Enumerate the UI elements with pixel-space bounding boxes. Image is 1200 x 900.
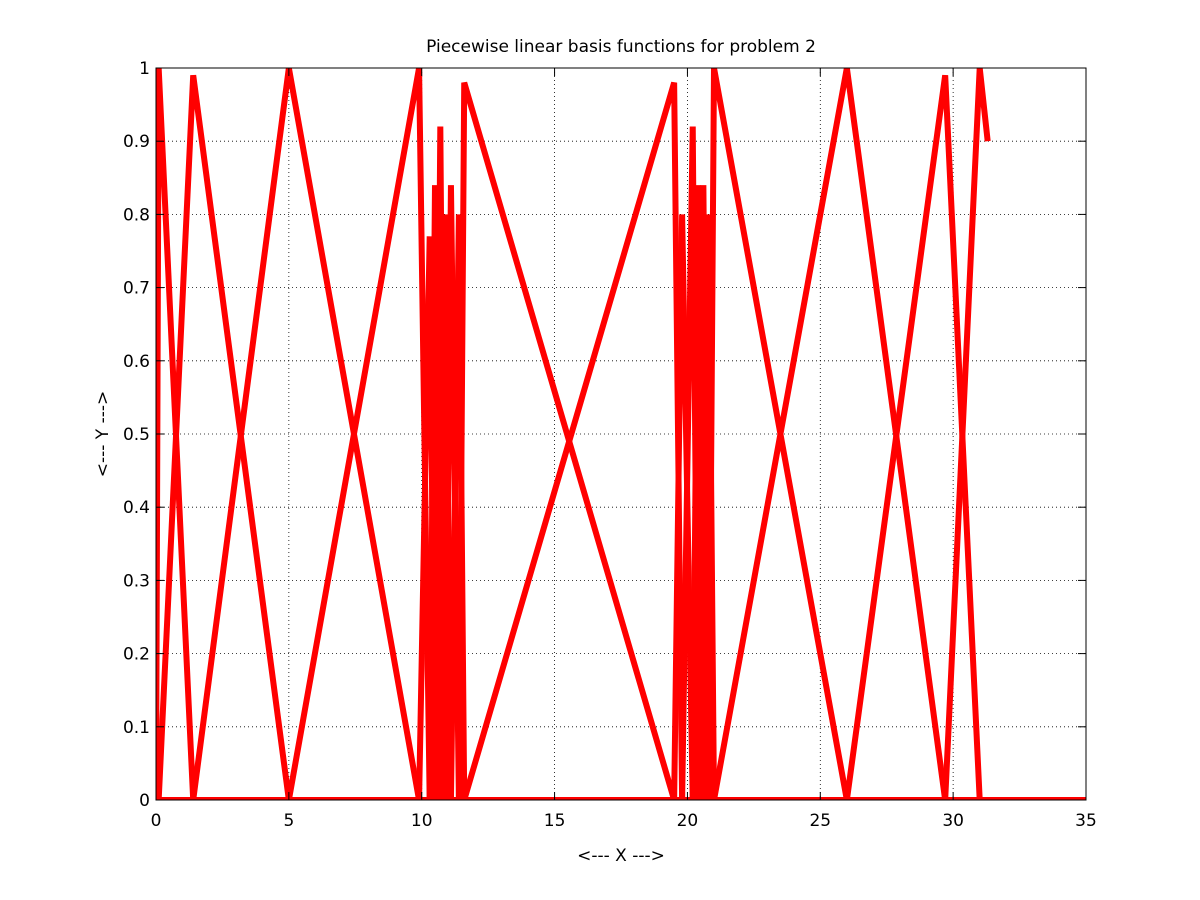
x-tick-label: 25 (809, 811, 831, 831)
x-tick-label: 0 (151, 811, 162, 831)
x-tick-label: 15 (544, 811, 566, 831)
x-tick-label: 5 (283, 811, 294, 831)
basis-function-line (156, 214, 1086, 800)
x-tick-label: 30 (942, 811, 964, 831)
y-tick-label: 0.4 (123, 498, 150, 518)
basis-function-line (156, 185, 1086, 800)
basis-function-line (156, 214, 1086, 800)
y-tick-label: 0.7 (123, 279, 150, 299)
y-tick-label: 0 (139, 791, 150, 811)
y-tick-label: 0.8 (123, 205, 150, 225)
basis-function-line (156, 126, 1086, 800)
y-tick-label: 0.6 (123, 352, 150, 372)
basis-function-line (156, 214, 1086, 800)
axis-ticks: 0 5 10 15 20 25 30 35 0 0.1 0.2 0.3 0.4 0.5 0.6 0.7 0.8 0… (123, 59, 1097, 831)
y-tick-label: 0.1 (123, 718, 150, 738)
y-tick-label: 0.3 (123, 571, 150, 591)
basis-function-line (156, 214, 1086, 800)
y-tick-label: 1 (139, 59, 150, 79)
y-tick-label: 0.5 (123, 425, 150, 445)
basis-function-line (156, 185, 1086, 800)
basis-function-line (156, 126, 1086, 800)
y-tick-label: 0.2 (123, 645, 150, 665)
x-tick-label: 20 (677, 811, 699, 831)
basis-function-line (156, 81, 1086, 800)
x-tick-label: 10 (411, 811, 433, 831)
chart-title: Piecewise linear basis functions for pro… (426, 37, 816, 57)
y-tick-label: 0.9 (123, 132, 150, 152)
x-tick-label: 35 (1075, 811, 1097, 831)
basis-function-line (156, 185, 1086, 800)
series-lines (156, 68, 1086, 800)
basis-function-line (156, 68, 991, 800)
basis-function-line (156, 236, 1086, 800)
basis-function-line (156, 74, 1086, 800)
y-axis-label: <--- Y ---> (93, 391, 113, 478)
basis-function-line (156, 81, 1086, 800)
basis-function-line (156, 74, 1086, 800)
basis-function-line (156, 185, 1086, 800)
x-axis-label: <--- X ---> (577, 846, 665, 866)
grid-lines (156, 68, 1086, 800)
